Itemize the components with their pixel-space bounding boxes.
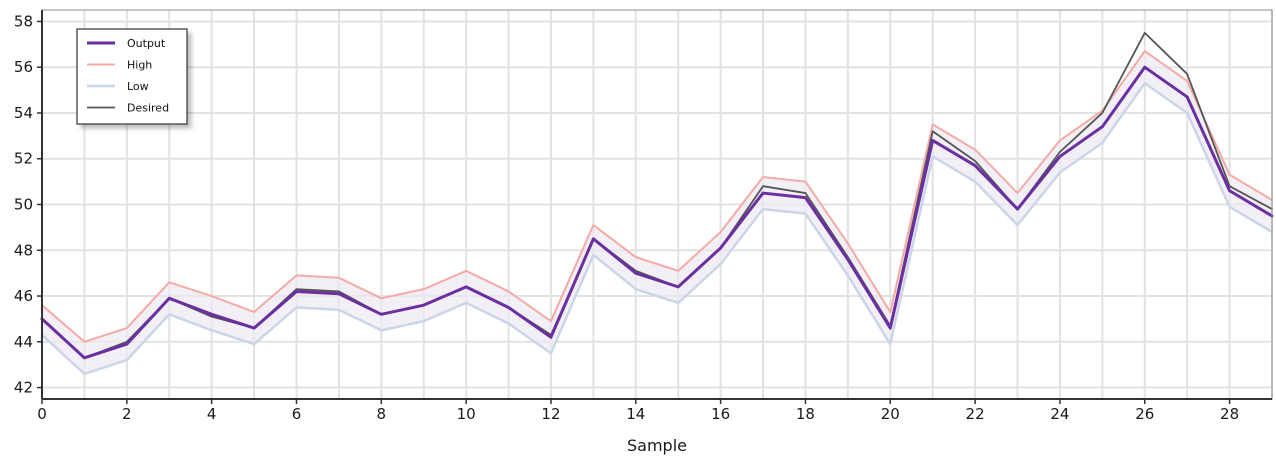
x-tick-label: 6 <box>292 405 302 423</box>
y-tick-label: 58 <box>14 12 33 30</box>
legend-label-low: Low <box>127 80 149 93</box>
x-axis-title: Sample <box>627 436 687 455</box>
x-tick-label: 26 <box>1135 405 1154 423</box>
y-tick-label: 50 <box>14 196 33 214</box>
x-tick-label: 4 <box>207 405 217 423</box>
y-tick-label: 42 <box>14 379 33 397</box>
y-tick-label: 46 <box>14 287 33 305</box>
x-tick-label: 16 <box>711 405 730 423</box>
x-tick-label: 10 <box>457 405 476 423</box>
x-tick-label: 14 <box>626 405 645 423</box>
x-tick-label: 22 <box>966 405 985 423</box>
x-tick-label: 8 <box>377 405 387 423</box>
y-tick-label: 54 <box>14 104 33 122</box>
y-tick-label: 48 <box>14 241 33 259</box>
x-tick-label: 12 <box>541 405 560 423</box>
x-tick-label: 0 <box>37 405 47 423</box>
x-tick-label: 28 <box>1220 405 1239 423</box>
y-tick-label: 56 <box>14 58 33 76</box>
legend-label-output: Output <box>127 37 166 50</box>
x-tick-label: 24 <box>1050 405 1069 423</box>
legend-label-desired: Desired <box>127 102 169 115</box>
output-line <box>40 65 1274 360</box>
x-tick-label: 2 <box>122 405 132 423</box>
confidence-band <box>42 51 1272 374</box>
x-tick-label: 18 <box>796 405 815 423</box>
low-line <box>40 81 1274 376</box>
y-tick-label: 52 <box>14 150 33 168</box>
y-tick-label: 44 <box>14 333 33 351</box>
high-line <box>41 50 1273 343</box>
legend-label-high: High <box>127 59 152 72</box>
x-tick-label: 20 <box>881 405 900 423</box>
